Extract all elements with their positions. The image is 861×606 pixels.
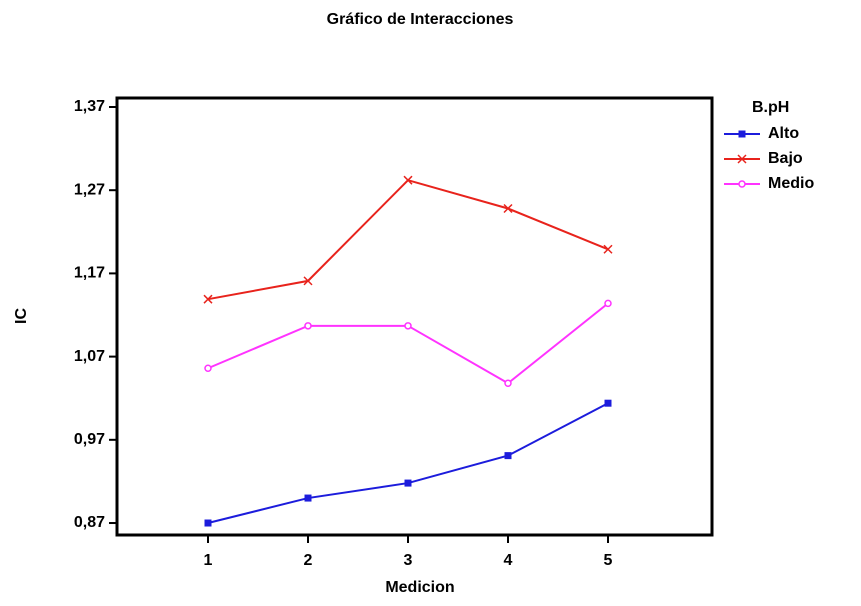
chart-title: Gráfico de Interacciones (327, 11, 514, 28)
point (603, 244, 613, 254)
legend-marker (738, 180, 746, 188)
plot-frame (115, 96, 714, 537)
point (504, 379, 512, 387)
legend-label: Medio (768, 175, 814, 192)
x-tick-label: 5 (604, 552, 613, 569)
y-tick-label: 1,17 (74, 265, 105, 282)
point (204, 519, 212, 527)
x-tick-label: 4 (504, 552, 513, 569)
y-axis-label: IC (13, 308, 30, 324)
x-axis-label: Medicion (385, 579, 454, 596)
point (304, 494, 312, 502)
legend-marker (738, 130, 746, 138)
legend-title: B.pH (752, 99, 789, 116)
legend-label: Alto (768, 125, 799, 142)
legend-marker (737, 154, 747, 164)
y-tick-label: 0,87 (74, 514, 105, 531)
x-tick-label: 2 (304, 552, 313, 569)
point (304, 322, 312, 330)
point (604, 399, 612, 407)
point (204, 364, 212, 373)
y-tick-label: 0,97 (74, 431, 105, 448)
series-line (207, 302, 609, 385)
point (604, 299, 612, 308)
series-line (207, 402, 609, 524)
x-tick-label: 1 (204, 552, 213, 569)
point (503, 203, 513, 214)
x-tick-label: 3 (404, 552, 413, 569)
y-tick-label: 1,37 (74, 98, 105, 115)
point (404, 322, 412, 330)
y-tick-label: 1,07 (74, 348, 105, 365)
legend-label: Bajo (768, 150, 803, 167)
point (203, 294, 213, 304)
y-tick-label: 1,27 (74, 181, 105, 198)
point (404, 479, 412, 487)
point (303, 276, 313, 286)
series-line (207, 179, 609, 301)
point (504, 452, 512, 460)
point (403, 175, 413, 185)
